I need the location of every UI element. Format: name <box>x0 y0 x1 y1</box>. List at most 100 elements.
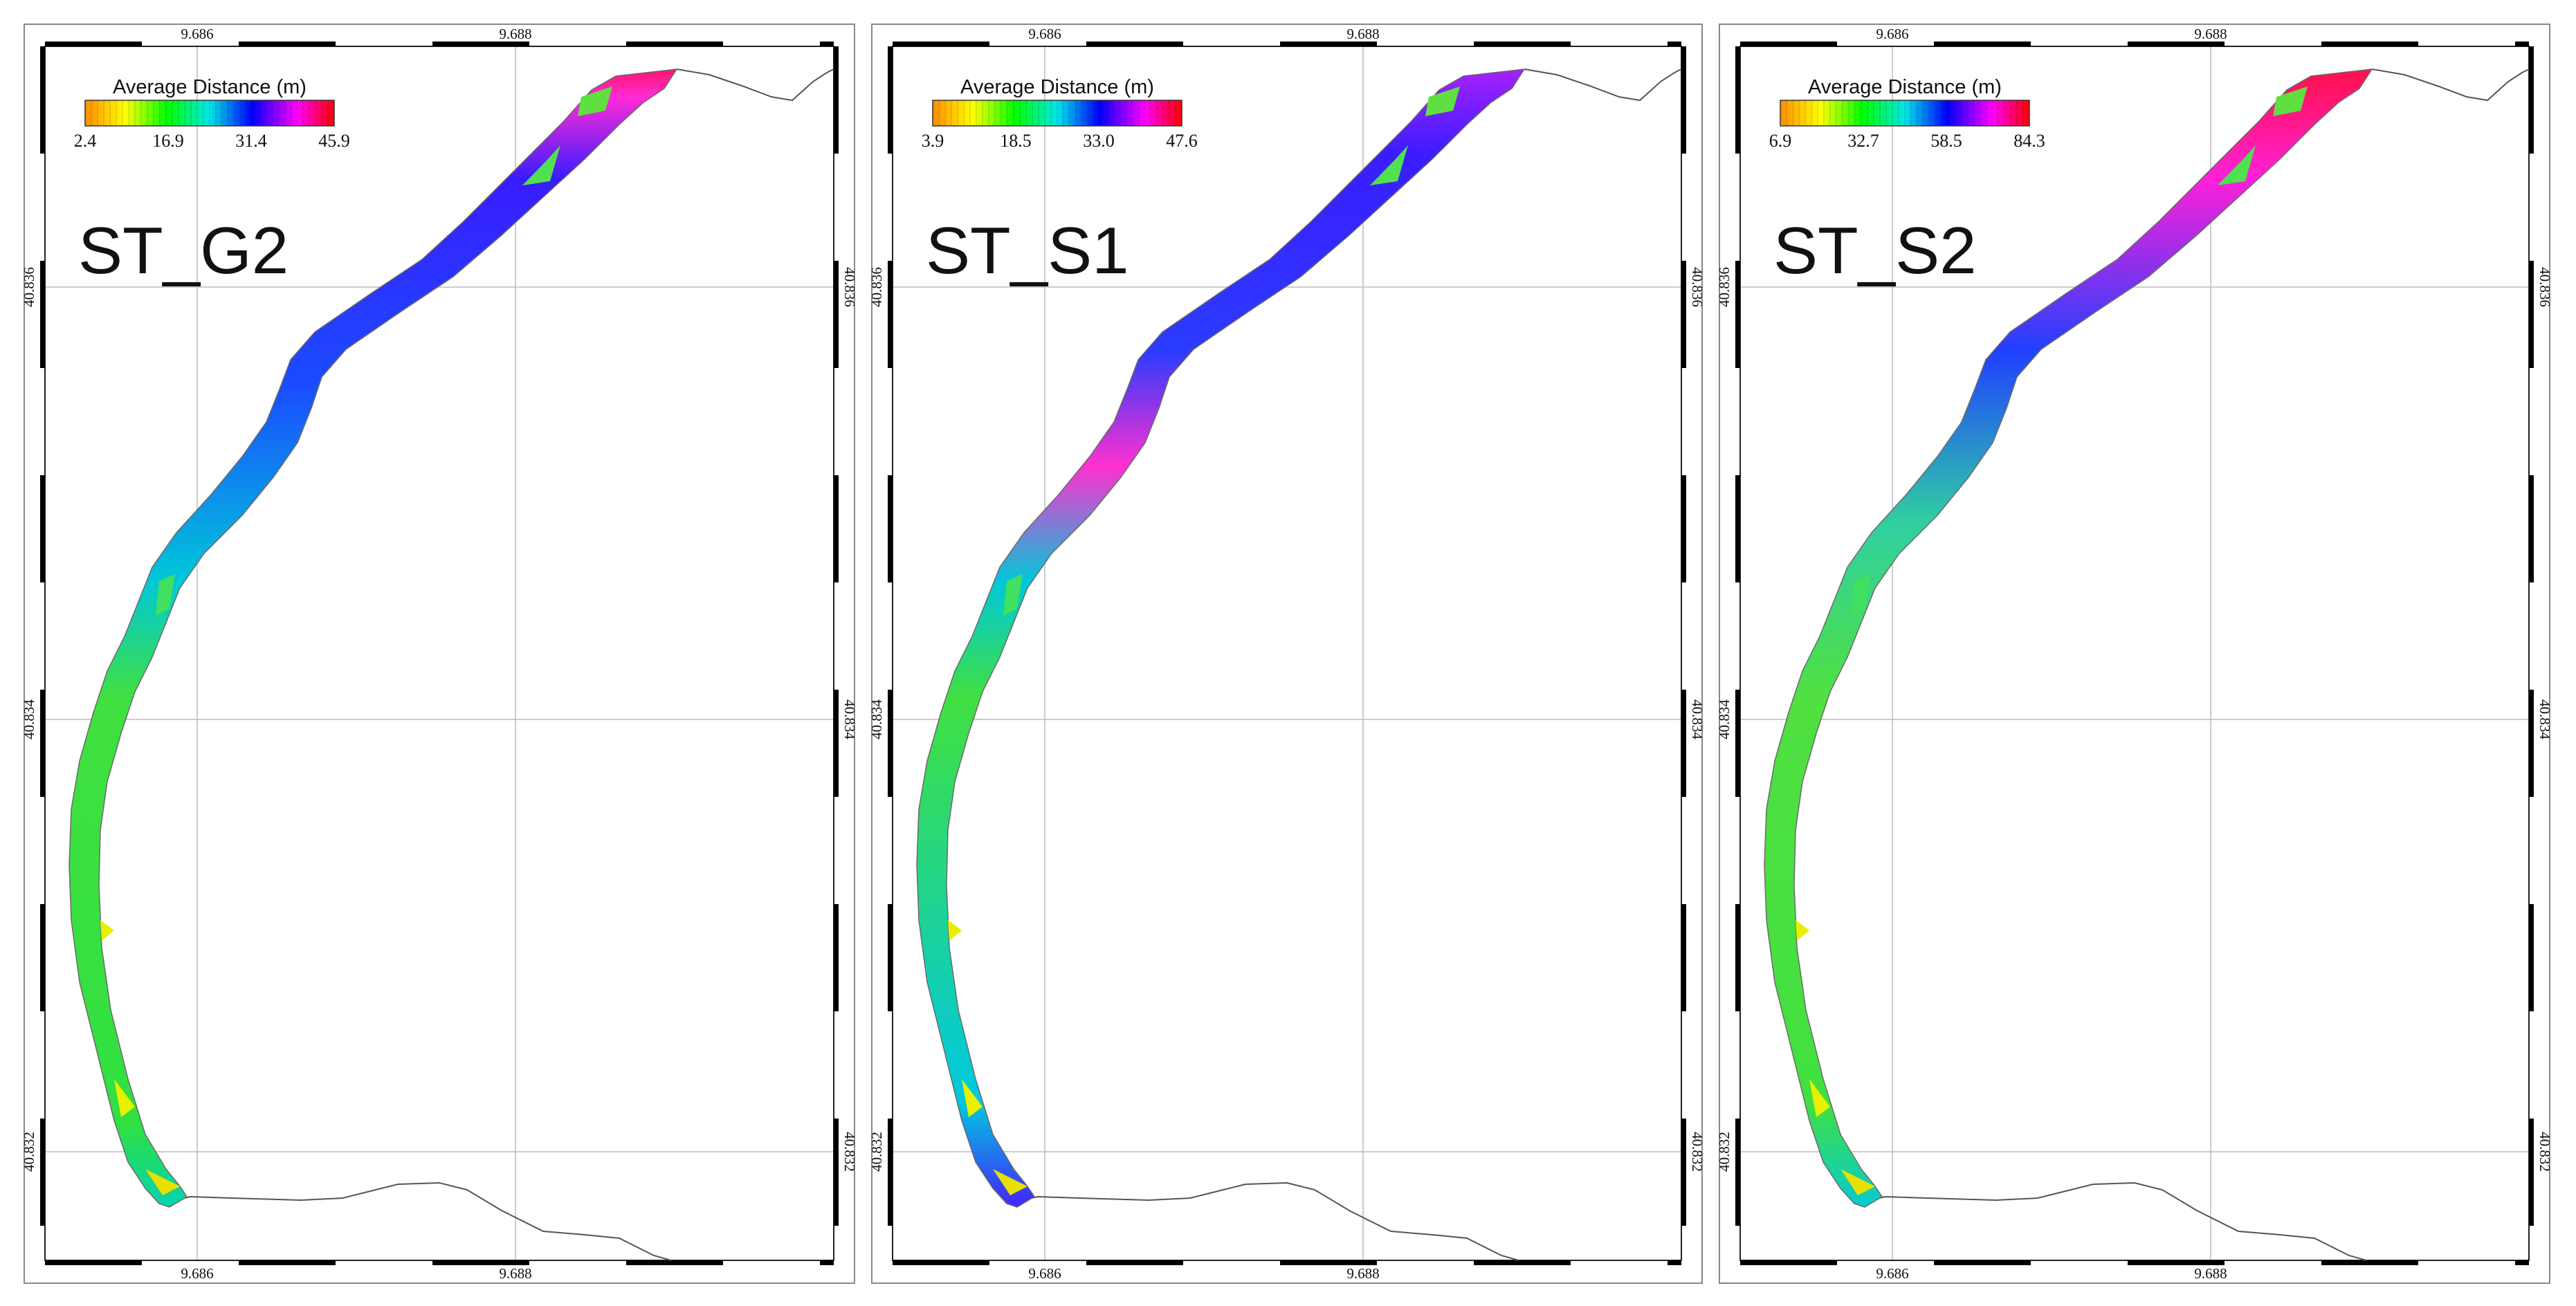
coastline <box>2371 68 2530 102</box>
lon-label-top: 9.686 <box>1028 26 1061 42</box>
colorbar <box>932 100 1182 127</box>
frame-scale-segment <box>1735 46 1740 154</box>
colorbar-tick-label: 47.6 <box>1166 131 1198 151</box>
panel-frame <box>24 24 855 1284</box>
frame-scale-segment <box>1934 1260 2031 1265</box>
frame-scale-segment <box>1474 1260 1571 1265</box>
lon-label-bottom: 9.688 <box>2194 1265 2227 1282</box>
frame-scale-segment <box>2321 1260 2418 1265</box>
map-panel-st-s2: 9.686 9.686 9.688 9.688 40.836 40.836 40.834 40… <box>1716 24 2553 1284</box>
frame-scale-segment <box>834 475 839 582</box>
distance-band <box>916 68 1526 1208</box>
frame-scale-segment <box>2515 1260 2529 1265</box>
band-spike <box>1370 145 1408 185</box>
lon-label-top: 9.688 <box>1346 26 1379 42</box>
frame-scale-segment <box>40 261 45 368</box>
frame-scale-segment <box>893 42 989 46</box>
band-spike <box>1809 1079 1830 1117</box>
frame-scale-segment <box>820 42 834 46</box>
frame-scale-segment <box>2128 42 2225 46</box>
lat-label-left: 40.836 <box>868 267 885 307</box>
lat-label-right: 40.834 <box>2537 699 2553 739</box>
frame-scale-segment <box>1681 904 1686 1011</box>
frame-scale-segment <box>1735 475 1740 582</box>
frame-scale-segment <box>1735 690 1740 797</box>
frame-scale-segment <box>1681 1119 1686 1226</box>
lat-label-right: 40.834 <box>1689 699 1706 739</box>
coastline <box>158 1181 672 1261</box>
coastline <box>1854 1181 2367 1261</box>
band-spike <box>100 920 114 941</box>
frame-scale-segment <box>2529 475 2534 582</box>
band-spike <box>145 1169 180 1195</box>
colorbar-title: Average Distance (m) <box>113 76 307 98</box>
frame-scale-segment <box>834 690 839 797</box>
colorbar-tick-label: 33.0 <box>1083 131 1115 151</box>
band-spike <box>156 574 175 616</box>
frame-scale-segment <box>1086 1260 1183 1265</box>
frame-scale-segment <box>2515 42 2529 46</box>
band-spike <box>1003 574 1023 616</box>
frame-scale-segment <box>1280 1260 1377 1265</box>
coastline <box>1524 68 1682 102</box>
band-spike <box>962 1079 983 1117</box>
frame-scale-segment <box>2529 904 2534 1011</box>
frame-scale-segment <box>1735 904 1740 1011</box>
frame-scale-segment <box>2529 46 2534 154</box>
frame-scale-segment <box>1740 1260 1837 1265</box>
colorbar-tick-label: 3.9 <box>922 131 944 151</box>
frame-scale-segment <box>1735 261 1740 368</box>
lat-label-right: 40.834 <box>841 699 858 739</box>
frame-scale-segment <box>2321 42 2418 46</box>
colorbar <box>1780 100 2030 127</box>
coastline <box>676 68 834 102</box>
lat-label-left: 40.834 <box>1716 699 1733 739</box>
colorbar-tick-label: 32.7 <box>1847 131 1879 151</box>
frame-scale-segment <box>1474 42 1571 46</box>
lon-label-top: 9.686 <box>181 26 213 42</box>
band-spike <box>2218 145 2256 185</box>
panel-title: ST_G2 <box>78 214 289 288</box>
frame-scale-segment <box>834 1119 839 1226</box>
frame-scale-segment <box>40 690 45 797</box>
lon-label-bottom: 9.686 <box>1028 1265 1061 1282</box>
lat-label-left: 40.836 <box>21 267 37 307</box>
frame-scale-segment <box>834 261 839 368</box>
lon-label-top: 9.688 <box>499 26 531 42</box>
colorbar-title: Average Distance (m) <box>1808 76 2002 98</box>
frame-scale-segment <box>1681 475 1686 582</box>
frame-scale-segment <box>1740 42 1837 46</box>
lat-label-right: 40.836 <box>2537 267 2553 307</box>
band-spike <box>114 1079 135 1117</box>
lat-label-left: 40.836 <box>1716 267 1733 307</box>
colorbar-tick-label: 16.9 <box>152 131 184 151</box>
lat-label-right: 40.832 <box>2537 1132 2553 1172</box>
frame-scale-segment <box>2529 1119 2534 1226</box>
frame-scale-segment <box>893 1260 989 1265</box>
colorbar-tick-label: 2.4 <box>74 131 97 151</box>
colorbar-tick-label: 6.9 <box>1769 131 1792 151</box>
band-spike <box>522 145 560 185</box>
frame-scale-segment <box>1681 261 1686 368</box>
frame-scale-segment <box>239 42 336 46</box>
frame-scale-segment <box>888 46 893 154</box>
frame-scale-segment <box>820 1260 834 1265</box>
frame-scale-segment <box>1735 1119 1740 1226</box>
colorbar-tick-label: 45.9 <box>318 131 350 151</box>
frame-scale-segment <box>1681 46 1686 154</box>
lat-label-left: 40.834 <box>868 699 885 739</box>
lat-label-left: 40.832 <box>21 1132 37 1172</box>
frame-scale-segment <box>1681 690 1686 797</box>
frame-scale-segment <box>432 1260 529 1265</box>
distance-band <box>1764 68 2373 1208</box>
band-spike <box>1851 574 1870 616</box>
band-spike <box>578 86 612 116</box>
band-spike <box>948 920 962 941</box>
frame-scale-segment <box>2128 1260 2225 1265</box>
panel-frame <box>1719 24 2550 1284</box>
band-spike <box>1796 920 1809 941</box>
lat-label-right: 40.832 <box>1689 1132 1706 1172</box>
colorbar-tick-label: 84.3 <box>2013 131 2045 151</box>
frame-scale-segment <box>888 475 893 582</box>
